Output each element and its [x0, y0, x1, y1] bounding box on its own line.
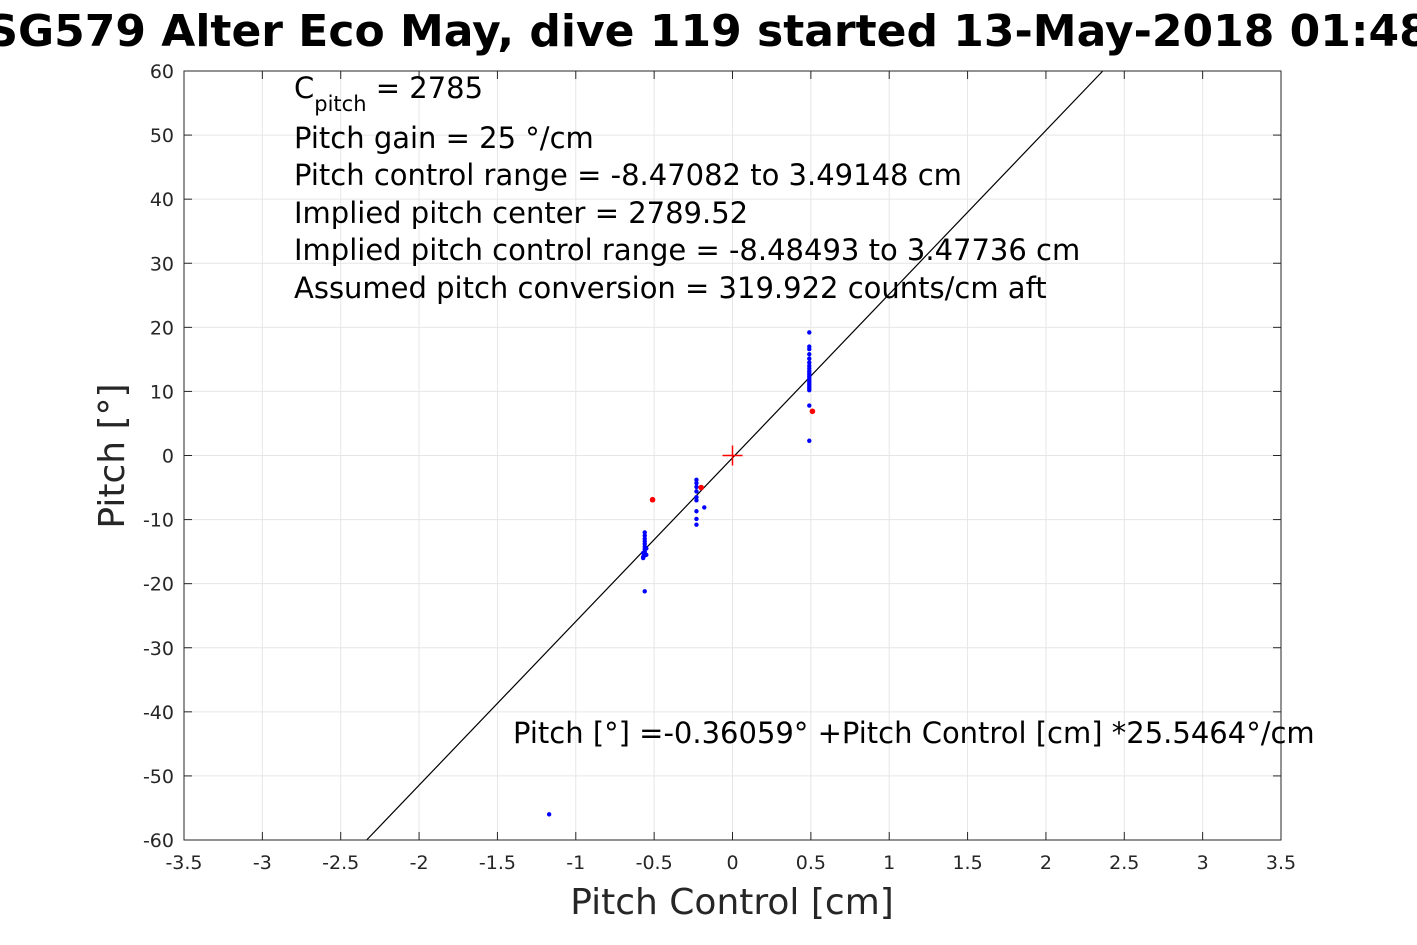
blue-data-point [807, 330, 812, 335]
annotation-main: Assumed pitch conversion = 319.922 count… [294, 271, 1047, 305]
blue-data-point [807, 356, 812, 361]
blue-data-point [694, 494, 699, 500]
x-tick-label: 1 [883, 852, 895, 874]
y-tick-label: -60 [143, 830, 174, 852]
x-axis-label: Pitch Control [cm] [570, 882, 894, 923]
annotation-line: Assumed pitch conversion = 319.922 count… [294, 271, 1047, 305]
x-tick-label: -2.5 [322, 852, 359, 874]
red-data-point [649, 496, 656, 503]
blue-data-point [644, 546, 649, 551]
blue-data-point [694, 498, 699, 503]
annotation-rest: = 2785 [367, 71, 484, 105]
blue-data-point [642, 589, 647, 594]
blue-data-point [694, 489, 699, 494]
fit-equation-label: Pitch [°] =-0.36059° +Pitch Control [cm]… [513, 716, 1315, 750]
x-tick-label: 1.5 [952, 852, 982, 874]
annotation-main: Implied pitch control range = -8.48493 t… [294, 233, 1080, 267]
x-tick-label: -1.5 [479, 852, 516, 874]
blue-data-point [642, 533, 647, 538]
blue-data-point [694, 480, 699, 486]
annotation-main: Pitch gain = 25 °/cm [294, 121, 594, 155]
x-tick-label: 3 [1197, 852, 1209, 874]
x-tick-label: 3.5 [1266, 852, 1296, 874]
axis-ticks [183, 70, 1282, 841]
y-tick-label: -10 [143, 510, 174, 532]
y-tick-label: 60 [150, 61, 174, 83]
x-tick-label: 0 [726, 852, 738, 874]
red-data-point [809, 408, 816, 415]
y-tick-labels: 60 50 40 30 20 10 0 -10 -20 -30 -40 -50 -60 [143, 61, 174, 852]
y-tick-label: -20 [143, 574, 174, 596]
x-tick-labels: -3.5 -3 -2.5 -2 -1.5 -1 -0.5 0 0.5 1 1.5 2 2.5 3 3.5 [165, 852, 1296, 874]
blue-data-point [640, 555, 646, 561]
x-tick-label: -3.5 [165, 852, 202, 874]
blue-data-point [694, 516, 699, 522]
y-tick-label: 20 [150, 317, 174, 339]
x-tick-label: 0.5 [796, 852, 826, 874]
blue-data-point [694, 509, 699, 514]
blue-data-point [694, 484, 699, 490]
annotation-line: Implied pitch center = 2789.52 [294, 196, 748, 230]
data-points [546, 330, 816, 817]
blue-data-point [807, 438, 812, 443]
chart-title: SG579 Alter Eco May, dive 119 started 13… [0, 6, 1417, 57]
annotation-main: Pitch control range = -8.47082 to 3.4914… [294, 158, 962, 192]
y-tick-label: -50 [143, 766, 174, 788]
x-tick-label: 2.5 [1109, 852, 1139, 874]
y-tick-label: -30 [143, 638, 174, 660]
y-tick-label: 30 [150, 253, 174, 275]
x-tick-label: 2 [1040, 852, 1052, 874]
y-tick-label: 10 [150, 381, 174, 403]
x-tick-label: -2 [410, 852, 429, 874]
blue-data-point [807, 387, 812, 393]
annotation-line: Pitch control range = -8.47082 to 3.4914… [294, 158, 962, 192]
blue-data-point [807, 346, 812, 352]
blue-data-point [702, 505, 707, 510]
x-tick-label: -3 [253, 852, 272, 874]
blue-data-point [694, 522, 699, 527]
annotation-line: Cpitch = 2785 [294, 71, 483, 116]
center-plus-marker [722, 445, 743, 466]
blue-data-point [807, 360, 812, 365]
blue-data-point [807, 403, 812, 408]
red-data-point [698, 484, 704, 491]
blue-data-point [642, 530, 647, 535]
annotation-line: Implied pitch control range = -8.48493 t… [294, 233, 1080, 267]
blue-data-point [546, 812, 552, 817]
x-tick-label: -1 [566, 852, 585, 874]
blue-data-point [694, 477, 699, 483]
annotation-line: Pitch gain = 25 °/cm [294, 121, 594, 155]
x-tick-label: -0.5 [636, 852, 673, 874]
center-marker-layer [722, 445, 743, 466]
y-tick-label: 40 [150, 189, 174, 211]
y-axis-label: Pitch [°] [92, 383, 133, 528]
annotation-main: Implied pitch center = 2789.52 [294, 196, 748, 230]
y-tick-label: 0 [162, 446, 174, 468]
blue-data-point [644, 552, 649, 558]
y-tick-label: 50 [150, 125, 174, 147]
y-tick-label: -40 [143, 702, 174, 724]
annotation-subscript: pitch [314, 92, 366, 116]
annotation-main: C [294, 71, 314, 105]
blue-data-point [807, 352, 812, 357]
